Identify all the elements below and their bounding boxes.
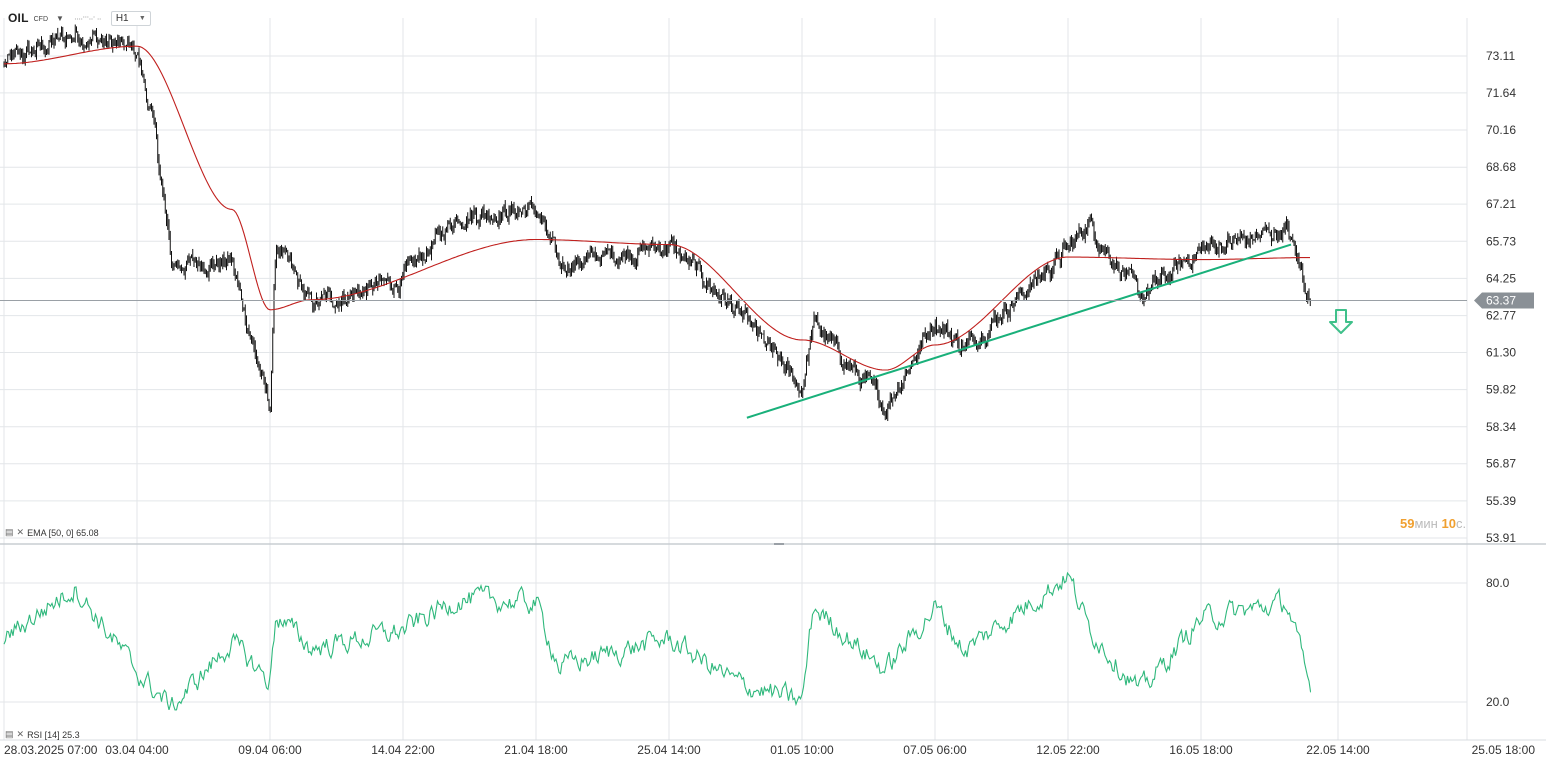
time-tick-label: 21.04 18:00 [504,743,568,757]
price-tag-text: 63.37 [1486,294,1516,308]
price-tick-label: 61.30 [1486,345,1516,359]
timeframe-value: H1 [115,12,129,24]
price-tag-shape [1474,292,1534,309]
timer-minutes-unit: мин [1414,516,1438,531]
timer-minutes: 59 [1400,516,1415,531]
current-price-tag: 63.37 [1474,292,1534,309]
close-icon[interactable]: ✕ [16,527,25,537]
rsi-axis[interactable]: 80.0 20.0 [1486,576,1510,709]
chevron-down-icon: ▼ [138,14,146,22]
candles [3,24,1311,422]
timer-seconds: 10 [1441,516,1456,531]
close-icon[interactable]: ✕ [16,729,25,739]
price-tick-label: 65.73 [1486,234,1516,248]
time-tick-label: 03.04 04:00 [105,743,169,757]
price-tick-label: 70.16 [1486,123,1516,137]
price-tick-label: 64.25 [1486,271,1516,285]
ema-label-text: EMA [50, 0] 65.08 [27,527,99,538]
divider-grip[interactable] [774,543,784,545]
rsi-line [3,571,1312,711]
time-tick-label: 22.05 14:00 [1306,743,1370,757]
sparkline-icon: ⠠⠤⠔⠒⠤⠂⠤ [71,15,102,22]
timer-seconds-unit: с. [1455,516,1467,531]
settings-icon[interactable]: ▤ [5,729,14,739]
price-tick-label: 67.21 [1486,197,1516,211]
rsi-label-text: RSI [14] 25.3 [27,729,80,740]
trendline[interactable] [746,243,1292,419]
price-tick-label: 62.77 [1486,309,1516,323]
rsi-tick-label: 80.0 [1486,576,1510,590]
price-axis[interactable]: 73.11 71.64 70.16 68.68 67.21 65.73 64.25 62.77… [1486,49,1516,545]
price-tick-label: 71.64 [1486,86,1516,100]
timeframe-select[interactable]: H1 ▼ [110,10,151,26]
price-tick-label: 59.82 [1486,383,1516,397]
down-arrow-icon [1329,309,1353,334]
grid [0,18,1546,741]
chart-header: OIL CFD ▼ ⠠⠤⠔⠒⠤⠂⠤ H1 ▼ [8,9,151,27]
rsi-tick-label: 20.0 [1486,695,1510,709]
time-axis[interactable]: 28.03.2025 07:00 03.04 04:00 09.04 06:00 14… [4,743,1535,757]
price-tick-label: 68.68 [1486,160,1516,174]
symbol-dropdown-icon[interactable]: ▼ [56,13,64,23]
time-tick-label: 25.05 18:00 [1472,743,1536,757]
ema-indicator-label[interactable]: ▤ ✕ EMA [50, 0] 65.08 [5,527,99,538]
price-tick-label: 53.91 [1486,531,1516,545]
price-tick-label: 56.87 [1486,457,1516,471]
price-tick-label: 58.34 [1486,420,1516,434]
settings-icon[interactable]: ▤ [5,527,14,537]
candle-countdown: 59мин 10с. [1400,516,1466,531]
time-tick-label: 01.05 10:00 [770,743,834,757]
symbol-name[interactable]: OIL [8,11,29,25]
time-tick-label: 07.05 06:00 [903,743,967,757]
time-tick-label: 16.05 18:00 [1169,743,1233,757]
price-tick-label: 55.39 [1486,494,1516,508]
rsi-panel[interactable] [3,571,1312,711]
ema-line [4,45,1310,371]
time-tick-label: 09.04 06:00 [238,743,302,757]
symbol-type: CFD [33,15,48,23]
rsi-indicator-label[interactable]: ▤ ✕ RSI [14] 25.3 [5,729,80,740]
time-tick-label: 25.04 14:00 [637,743,701,757]
price-tick-label: 73.11 [1486,49,1515,63]
price-panel[interactable] [0,24,1467,422]
time-tick-label: 12.05 22:00 [1036,743,1100,757]
time-tick-label: 28.03.2025 07:00 [4,743,98,757]
time-tick-label: 14.04 22:00 [371,743,435,757]
